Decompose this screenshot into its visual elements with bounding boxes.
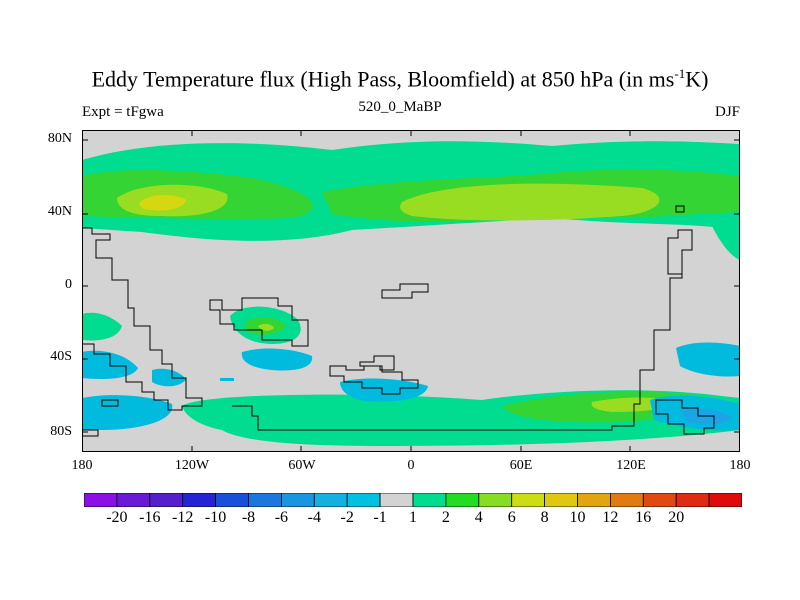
flux-map <box>82 130 740 452</box>
coast-east-landmass <box>655 399 715 435</box>
coast-central-island-b <box>329 365 419 395</box>
colorbar-label: -8 <box>241 509 256 526</box>
south-west-peak <box>258 323 274 331</box>
lon-tick-0: 0 <box>407 458 415 473</box>
colorbar-label: -6 <box>274 509 289 526</box>
colorbar-label: -4 <box>307 509 321 526</box>
chart-title: Eddy Temperature flux (High Pass, Bloomf… <box>91 66 709 92</box>
colorbar-swatch <box>544 493 578 507</box>
colorbar-swatch <box>478 493 513 507</box>
colorbar-label: 8 <box>540 509 549 526</box>
west-edge-positive <box>82 312 122 341</box>
colorbar-swatch <box>280 493 315 507</box>
colorbar-label: 12 <box>602 509 619 526</box>
colorbar-swatch <box>412 493 447 507</box>
colorbar-swatch <box>215 493 249 507</box>
south-band-negative-west <box>82 395 173 430</box>
colorbar-swatch <box>642 493 677 507</box>
colorbar-label: -20 <box>106 509 128 526</box>
colorbar-swatch <box>610 493 644 507</box>
run-label: 520_0_MaBP <box>358 99 442 115</box>
colorbar-swatch <box>313 493 348 507</box>
colorbar-label: 16 <box>635 509 652 526</box>
season-label: DJF <box>714 104 740 120</box>
coast-east-small <box>675 205 685 213</box>
southern-east-deep-negative <box>682 408 732 425</box>
colorbar-swatch <box>675 493 710 507</box>
colorbar <box>84 493 742 507</box>
lon-tick-120e: 120E <box>616 458 646 473</box>
colorbar-swatch <box>84 493 118 507</box>
lat-tick-80n: 80N <box>47 131 72 146</box>
north-east-blob <box>712 224 740 260</box>
colorbar-swatch <box>182 493 216 507</box>
colorbar-label: 1 <box>409 509 417 526</box>
experiment-label: Expt = tFgwa <box>82 104 164 120</box>
lat-tick-40s: 40S <box>50 349 72 364</box>
lat-tick-0: 0 <box>65 277 72 292</box>
colorbar-swatch <box>708 493 742 507</box>
west-dot <box>220 378 234 381</box>
colorbar-swatch <box>577 493 611 507</box>
colorbar-label: 2 <box>441 509 450 526</box>
lon-tick-60w: 60W <box>288 458 316 473</box>
colorbar-swatch <box>149 493 184 507</box>
west-negative-small <box>152 368 186 387</box>
colorbar-label: 20 <box>668 509 685 526</box>
lon-tick-120w: 120W <box>174 458 210 473</box>
colorbar-label: -16 <box>139 509 161 526</box>
colorbar-swatch <box>379 493 414 507</box>
lon-tick-60e: 60E <box>509 458 533 473</box>
coastlines <box>82 205 715 437</box>
colorbar-label: -2 <box>340 509 354 526</box>
colorbar-label: 4 <box>474 509 483 526</box>
lat-tick-80s: 80S <box>50 424 72 439</box>
coast-mid-continent <box>209 297 309 347</box>
southern-east-negative <box>676 342 740 377</box>
colorbar-swatch <box>248 493 282 507</box>
coast-central-island-c <box>359 355 395 371</box>
coast-west-continent <box>82 227 203 411</box>
lat-tick-40n: 40N <box>47 204 72 219</box>
south-west-negative <box>241 348 313 371</box>
lon-tick-180w: 180 <box>71 458 93 473</box>
colorbar-swatch <box>511 493 546 507</box>
colorbar-label: 10 <box>569 509 586 526</box>
lon-tick-180e: 180 <box>729 458 751 473</box>
colorbar-swatch <box>116 493 151 507</box>
colorbar-swatch <box>346 493 381 507</box>
coast-west-isles <box>82 399 119 437</box>
coast-south-continent <box>232 229 693 431</box>
colorbar-label: -12 <box>172 509 194 526</box>
colorbar-label: -10 <box>204 509 227 526</box>
north-atlantic-max <box>400 183 660 221</box>
colorbar-label: -1 <box>373 509 387 526</box>
colorbar-label: 6 <box>507 509 516 526</box>
north-pacific-peak <box>139 195 186 211</box>
coast-central-island-a <box>381 283 429 299</box>
axis-ticks <box>82 130 740 452</box>
colorbar-swatch <box>445 493 480 507</box>
